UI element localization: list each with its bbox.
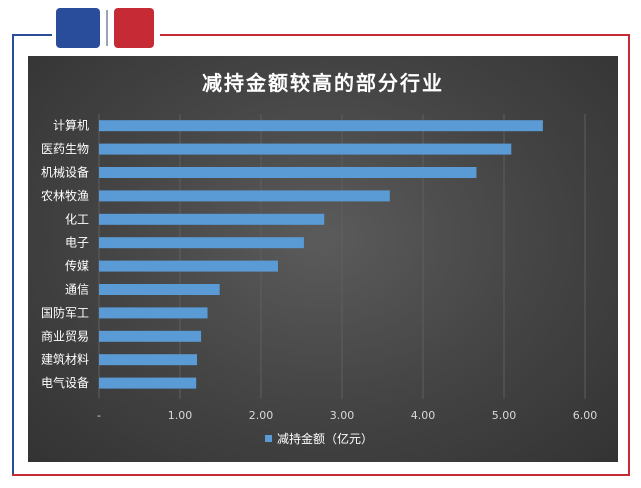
x-tick-label: 2.00 [249,409,274,422]
category-label: 国防军工 [41,305,89,320]
category-label: 通信 [65,283,89,297]
category-label: 建筑材料 [41,352,89,367]
bar [99,190,390,202]
legend-swatch [265,435,272,442]
category-label: 电子 [65,236,89,250]
x-tick-label: 3.00 [330,409,355,422]
bar [99,307,208,319]
category-label: 机械设备 [41,165,89,180]
category-label: 商业贸易 [41,328,89,343]
category-label: 电气设备 [41,375,89,390]
x-tick-label: 5.00 [492,409,517,422]
bar [99,120,543,132]
xinhua-caijing-logo [114,8,154,48]
bar [99,284,220,295]
bar [99,330,202,342]
category-label: 计算机 [53,118,89,133]
frame-left-line [12,34,14,476]
frame-bottom-line [12,474,630,476]
bar [99,167,477,178]
bar [99,143,512,155]
category-label: 化工 [65,212,89,226]
bar [99,213,325,225]
logo-separator [106,10,108,46]
x-tick-labels: - 1.00 2.00 3.00 4.00 5.00 6.00 [97,409,597,422]
bar [99,354,198,366]
x-tick-label: 6.00 [573,409,598,422]
bar [99,377,197,389]
legend-label: 减持金额（亿元） [277,431,373,446]
x-tick-label: 1.00 [168,409,193,422]
category-label: 农林牧渔 [41,189,89,203]
category-label: 传媒 [65,258,89,273]
frame-top-left-line [12,34,52,36]
category-label: 医药生物 [41,142,89,156]
x-tick-label: - [97,409,101,422]
bar [99,237,304,249]
chart-title: 减持金额较高的部分行业 [202,71,444,95]
bars [99,120,543,389]
x-tick-label: 4.00 [411,409,436,422]
xinhua-finance-logo [56,8,100,48]
bar-chart: 减持金额较高的部分行业 计算机医药生物机械设备农林牧渔化工电子传媒通信国防军工商… [41,71,597,446]
grid-lines [98,114,586,399]
frame-top-right-line [160,34,630,36]
bar [99,260,279,272]
legend: 减持金额（亿元） [265,431,373,446]
frame-right-line [628,34,630,476]
